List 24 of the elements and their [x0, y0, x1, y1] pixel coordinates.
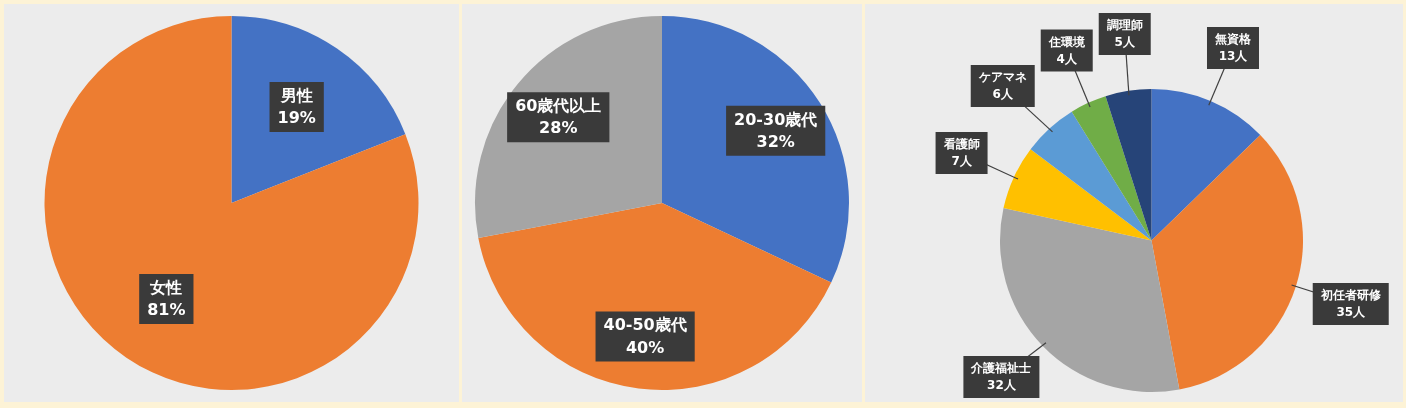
slice-label: 男性	[279, 85, 313, 105]
data-label: 32%	[756, 132, 795, 152]
data-label: 40%	[625, 337, 665, 357]
data-label: 7人	[951, 154, 973, 169]
data-label: 6人	[992, 87, 1014, 102]
data-label: 32人	[987, 378, 1017, 393]
data-label: 35人	[1336, 305, 1367, 320]
data-label: 13人	[1218, 49, 1249, 64]
data-label: 81%	[147, 300, 186, 320]
slice-label: 20-30歳代	[734, 109, 818, 129]
data-label: 28%	[539, 118, 578, 138]
slice-label: 40-50歳代	[603, 315, 687, 335]
slice-label: 無資格	[1213, 32, 1252, 47]
slice-label: 介護福祉士	[970, 361, 1032, 376]
data-label: 4人	[1056, 51, 1078, 66]
data-label: 5人	[1114, 35, 1136, 50]
slice-label: 女性	[149, 277, 183, 297]
slice-label: ケアマネ	[977, 70, 1027, 85]
slice-label: 調理師	[1105, 18, 1143, 33]
slice-label: 60歳代以上	[515, 95, 602, 115]
data-label: 19%	[277, 108, 316, 128]
slice-label: 住環境	[1047, 34, 1086, 49]
slice-label: 初任者研修	[1319, 288, 1382, 303]
slice-label: 看護師	[942, 137, 980, 152]
